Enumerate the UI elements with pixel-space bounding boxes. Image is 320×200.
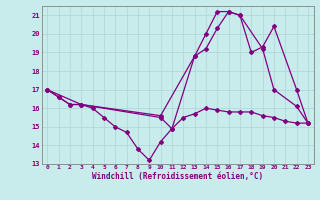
X-axis label: Windchill (Refroidissement éolien,°C): Windchill (Refroidissement éolien,°C): [92, 172, 263, 181]
